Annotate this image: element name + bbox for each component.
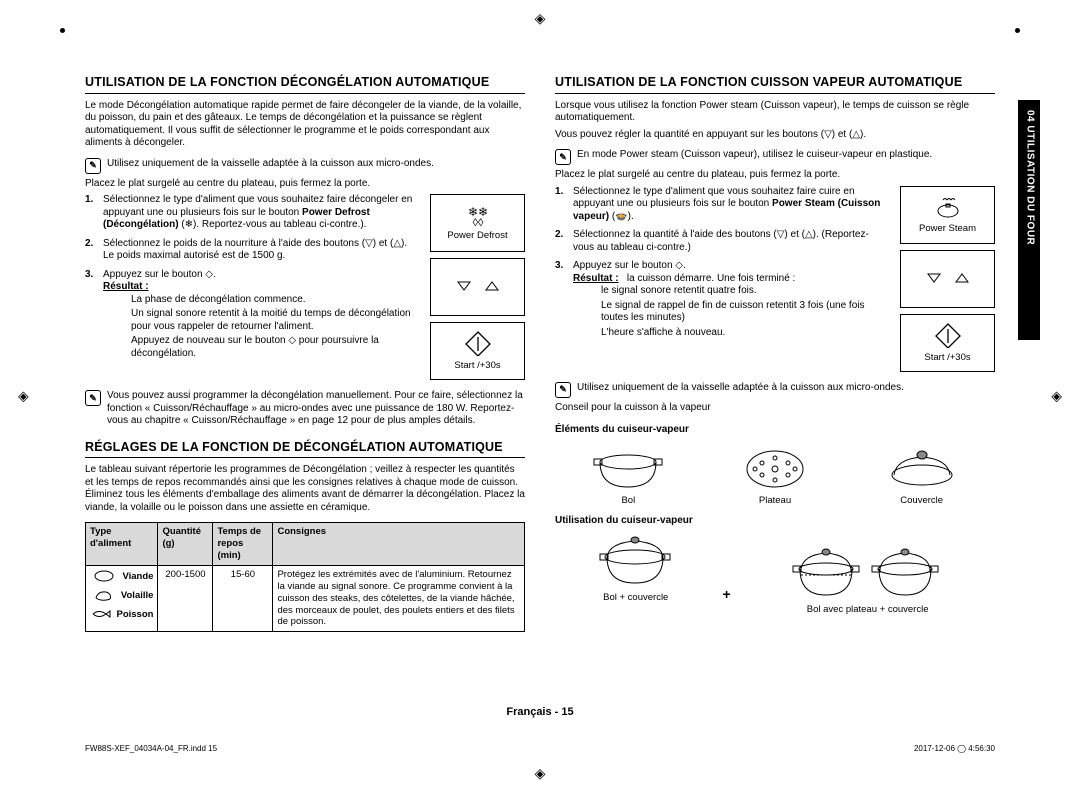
reg-mark: ◈ [18,387,29,405]
td: 15-60 [213,565,273,631]
result-bullets: le signal sonore retentit quatre fois. L… [601,285,886,339]
power-steam-icon: Power Steam [900,186,995,244]
plus-icon: + [722,586,730,604]
arrows-icon [430,258,525,316]
page-content: UTILISATION DE LA FONCTION DÉCONGÉLATION… [85,75,995,732]
note: ✎ Utilisez uniquement de la vaisselle ad… [555,382,995,398]
bowl-lid: Bol + couvercle [555,535,716,604]
note: ✎ Utilisez uniquement de la vaisselle ad… [85,158,525,174]
heading-steam: UTILISATION DE LA FONCTION CUISSON VAPEU… [555,75,995,94]
heading-defrost: UTILISATION DE LA FONCTION DÉCONGÉLATION… [85,75,525,94]
svg-text:◊◊: ◊◊ [472,217,483,226]
power-defrost-icon: ❄❄◊◊ Power Defrost [430,194,525,252]
side-tab: 04 UTILISATION DU FOUR [1018,100,1040,340]
th: Type d'aliment [86,523,158,566]
steps-block: 1. Sélectionnez le type d'aliment que vo… [85,194,525,386]
step-3: 3. Appuyez sur le bouton ◇. Résultat : L… [85,269,416,363]
corner-dot [1015,28,1020,33]
place-text: Placez le plat surgelé au centre du plat… [85,178,525,191]
intro-text: Le mode Décongélation automatique rapide… [85,100,525,150]
note: ✎ Vous pouvez aussi programmer la décong… [85,390,525,428]
start-icon: Start /+30s [430,322,525,380]
arrows-icon [900,250,995,308]
reg-mark: ◈ [1051,387,1062,405]
reg-mark: ◈ [535,765,546,783]
th: Quantité (g) [158,523,213,566]
lid: Couvercle [848,445,995,507]
note-text: En mode Power steam (Cuisson vapeur), ut… [577,149,932,162]
bowl-tray-lid [737,547,995,604]
icon-column: Power Steam Start /+30s [900,186,995,378]
poultry-icon [92,588,114,602]
note-icon: ✎ [555,149,571,165]
defrost-table: Type d'aliment Quantité (g) Temps de rep… [85,522,525,632]
bowl: Bol [555,445,702,507]
footer-left: FW88S-XEF_04034A-04_FR.indd 15 [85,744,217,754]
step-1: 1. Sélectionnez le type d'aliment que vo… [85,194,416,232]
step-2: 2. Sélectionnez le poids de la nourritur… [85,238,416,263]
meat-icon [93,569,115,583]
fish-icon [90,607,112,621]
icon-column: ❄❄◊◊ Power Defrost Start /+30s [430,194,525,386]
intro2: Vous pouvez régler la quantité en appuya… [555,129,995,142]
place-text: Placez le plat surgelé au centre du plat… [555,169,995,182]
steps-block: 1. Sélectionnez le type d'aliment que vo… [555,186,995,378]
td: Protégez les extrémités avec de l'alumin… [273,565,525,631]
left-column: UTILISATION DE LA FONCTION DÉCONGÉLATION… [85,75,525,732]
note-icon: ✎ [85,390,101,406]
note: ✎ En mode Power steam (Cuisson vapeur), … [555,149,995,165]
note-icon: ✎ [85,158,101,174]
note-text: Utilisez uniquement de la vaisselle adap… [107,158,434,171]
steamer-usage: Bol + couvercle + [555,535,995,604]
result-bullets: La phase de décongélation commence. Un s… [131,294,416,361]
corner-dot [60,28,65,33]
start-icon: Start /+30s [900,314,995,372]
note-text: Vous pouvez aussi programmer la décongél… [107,390,525,428]
right-column: UTILISATION DE LA FONCTION CUISSON VAPEU… [555,75,995,732]
footer-center: Français - 15 [506,706,573,720]
td: 200-1500 [158,565,213,631]
step-1: 1. Sélectionnez le type d'aliment que vo… [555,186,886,224]
steamer-elements: Bol Plateau Couvercle [555,445,995,507]
heading-settings: RÉGLAGES DE LA FONCTION DE DÉCONGÉLATION… [85,440,525,459]
step-3: 3. Appuyez sur le bouton ◇. Résultat : l… [555,260,886,341]
use-title: Utilisation du cuiseur-vapeur [555,515,995,528]
footer-right: 2017-12-06 ◯ 4:56:30 [914,744,995,754]
th: Consignes [273,523,525,566]
result-label: Résultat : [573,273,619,284]
tray: Plateau [702,445,849,507]
usage-labels: Bol avec plateau + couvercle [555,604,995,616]
intro: Lorsque vous utilisez la fonction Power … [555,100,995,125]
reg-mark: ◈ [535,10,546,28]
note-text: Utilisez uniquement de la vaisselle adap… [577,382,904,395]
tip: Conseil pour la cuisson à la vapeur [555,402,995,415]
td-foods: Viande Volaille Poisson [86,565,158,631]
table-intro: Le tableau suivant répertorie les progra… [85,464,525,514]
th: Temps de repos (min) [213,523,273,566]
result-label: Résultat : [103,281,149,292]
step-2: 2. Sélectionnez la quantité à l'aide des… [555,229,886,254]
note-icon: ✎ [555,382,571,398]
elements-title: Éléments du cuiseur-vapeur [555,424,995,437]
